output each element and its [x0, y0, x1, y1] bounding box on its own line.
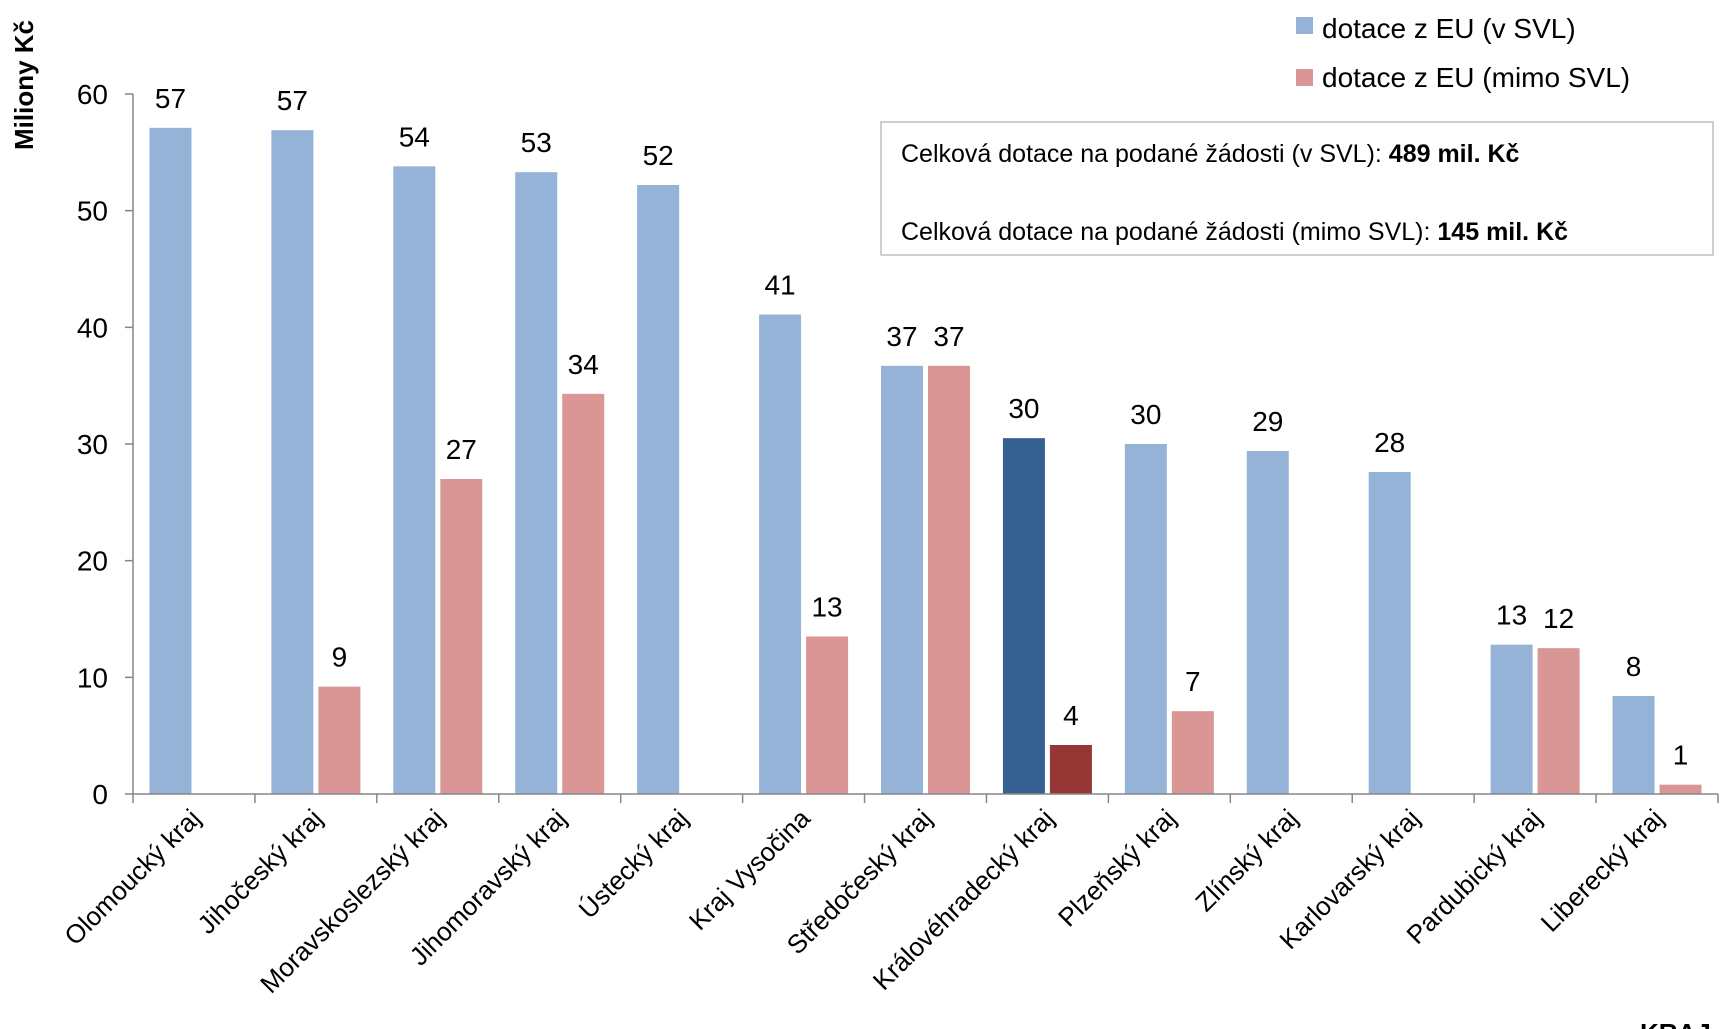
data-label-mimo-svl-moravskoslezsky-kraj: 27 — [446, 434, 477, 465]
bar-v-svl-plzensky-kraj — [1124, 444, 1167, 794]
bars-group — [149, 127, 1702, 795]
data-label-v-svl-jihocesky-kraj: 57 — [277, 85, 308, 116]
data-label-v-svl-jihomoravsky-kraj: 53 — [521, 127, 552, 158]
y-tick-label: 30 — [77, 429, 108, 460]
data-label-mimo-svl-kraj-vysocina: 13 — [811, 592, 842, 623]
x-tick-label-zlinsky-kraj: Zlínský kraj — [1189, 803, 1303, 917]
data-label-v-svl-kralovehradecky-kraj: 30 — [1008, 393, 1039, 424]
y-tick-label: 60 — [77, 79, 108, 110]
data-label-mimo-svl-kralovehradecky-kraj: 4 — [1063, 700, 1079, 731]
data-label-v-svl-zlinsky-kraj: 29 — [1252, 406, 1283, 437]
x-tick-label-liberecky-kraj: Liberecký kraj — [1535, 803, 1670, 938]
data-label-mimo-svl-pardubicky-kraj: 12 — [1543, 603, 1574, 634]
annotation-total-mimo-svl-text: Celková dotace na podané žádosti (mimo S… — [901, 218, 1437, 246]
annotation-total-v-svl: Celková dotace na podané žádosti (v SVL)… — [901, 140, 1520, 168]
data-label-v-svl-plzensky-kraj: 30 — [1130, 399, 1161, 430]
x-axis-title: KRAJ — [1640, 1018, 1711, 1029]
x-tick-label-plzensky-kraj: Plzeňský kraj — [1052, 803, 1182, 933]
legend: dotace z EU (v SVL) dotace z EU (mimo SV… — [1296, 13, 1630, 93]
annotation-total-mimo-svl-value: 145 mil. Kč — [1437, 218, 1568, 246]
y-tick-label: 40 — [77, 312, 108, 343]
bar-mimo-svl-kraj-vysocina — [806, 636, 849, 794]
data-label-v-svl-ustecky-kraj: 52 — [643, 140, 674, 171]
y-tick-label: 10 — [77, 662, 108, 693]
data-label-mimo-svl-plzensky-kraj: 7 — [1185, 666, 1201, 697]
legend-swatch-mimo-svl — [1296, 69, 1313, 86]
bar-mimo-svl-jihocesky-kraj — [318, 686, 361, 794]
bar-mimo-svl-stredocesky-kraj — [928, 365, 970, 794]
legend-item-mimo-svl: dotace z EU (mimo SVL) — [1296, 62, 1630, 93]
annotation-border — [880, 121, 1714, 256]
x-tick-label-kraj-vysocina: Kraj Vysočina — [683, 803, 816, 936]
bar-v-svl-kralovehradecky-kraj — [1002, 438, 1045, 794]
x-tick-label-jihocesky-kraj: Jihočeský kraj — [191, 803, 328, 940]
bar-mimo-svl-pardubicky-kraj — [1537, 648, 1580, 794]
data-label-v-svl-kraj-vysocina: 41 — [764, 270, 795, 301]
legend-swatch-v-svl — [1296, 17, 1313, 34]
y-axis-title: Miliony Kč — [9, 20, 39, 150]
bar-mimo-svl-jihomoravsky-kraj — [562, 393, 605, 794]
bar-mimo-svl-liberecky-kraj — [1659, 784, 1702, 794]
data-label-mimo-svl-jihomoravsky-kraj: 34 — [568, 349, 599, 380]
data-label-mimo-svl-stredocesky-kraj: 37 — [933, 321, 964, 352]
y-tick-label: 0 — [92, 779, 108, 810]
x-tick-label-olomoucky-kraj: Olomoucký kraj — [58, 803, 206, 951]
bar-v-svl-stredocesky-kraj — [881, 365, 923, 794]
y-tick-label: 50 — [77, 196, 108, 227]
bar-v-svl-jihocesky-kraj — [271, 130, 314, 794]
bar-v-svl-liberecky-kraj — [1612, 696, 1655, 794]
data-label-mimo-svl-jihocesky-kraj: 9 — [332, 642, 348, 673]
bar-v-svl-kraj-vysocina — [759, 314, 802, 794]
legend-label-v-svl: dotace z EU (v SVL) — [1322, 13, 1576, 44]
legend-label-mimo-svl: dotace z EU (mimo SVL) — [1322, 62, 1630, 93]
bar-v-svl-pardubicky-kraj — [1490, 644, 1533, 794]
bar-v-svl-ustecky-kraj — [637, 185, 680, 794]
data-label-mimo-svl-liberecky-kraj: 1 — [1673, 740, 1689, 771]
data-label-v-svl-liberecky-kraj: 8 — [1626, 651, 1642, 682]
y-tick-label: 20 — [77, 546, 108, 577]
annotation-box: Celková dotace na podané žádosti (v SVL)… — [880, 121, 1714, 256]
data-labels-group: 57 57 54 53 52 41 37 30 30 29 28 13 8 9 27 34 13 37 4 7 12 1 — [155, 83, 1688, 771]
bar-v-svl-zlinsky-kraj — [1246, 451, 1289, 794]
bar-v-svl-moravskoslezsky-kraj — [393, 166, 436, 795]
annotation-total-mimo-svl: Celková dotace na podané žádosti (mimo S… — [901, 218, 1568, 246]
data-label-v-svl-olomoucky-kraj: 57 — [155, 83, 186, 114]
bar-v-svl-olomoucky-kraj — [149, 127, 192, 795]
bar-mimo-svl-plzensky-kraj — [1171, 711, 1214, 794]
annotation-total-v-svl-value: 489 mil. Kč — [1389, 140, 1520, 168]
y-ticks-group: 0 10 20 30 40 50 60 — [77, 79, 133, 810]
data-label-v-svl-moravskoslezsky-kraj: 54 — [399, 121, 430, 152]
bar-mimo-svl-kralovehradecky-kraj — [1049, 745, 1092, 794]
bar-mimo-svl-moravskoslezsky-kraj — [440, 479, 483, 794]
legend-item-v-svl: dotace z EU (v SVL) — [1296, 13, 1576, 44]
x-tick-label-ustecky-kraj: Ústecký kraj — [573, 803, 694, 924]
data-label-v-svl-stredocesky-kraj: 37 — [886, 321, 917, 352]
data-label-v-svl-pardubicky-kraj: 13 — [1496, 600, 1527, 631]
bar-v-svl-karlovarsky-kraj — [1368, 472, 1411, 794]
annotation-total-v-svl-text: Celková dotace na podané žádosti (v SVL)… — [901, 140, 1389, 168]
data-label-v-svl-karlovarsky-kraj: 28 — [1374, 427, 1405, 458]
bar-v-svl-jihomoravsky-kraj — [515, 172, 558, 794]
